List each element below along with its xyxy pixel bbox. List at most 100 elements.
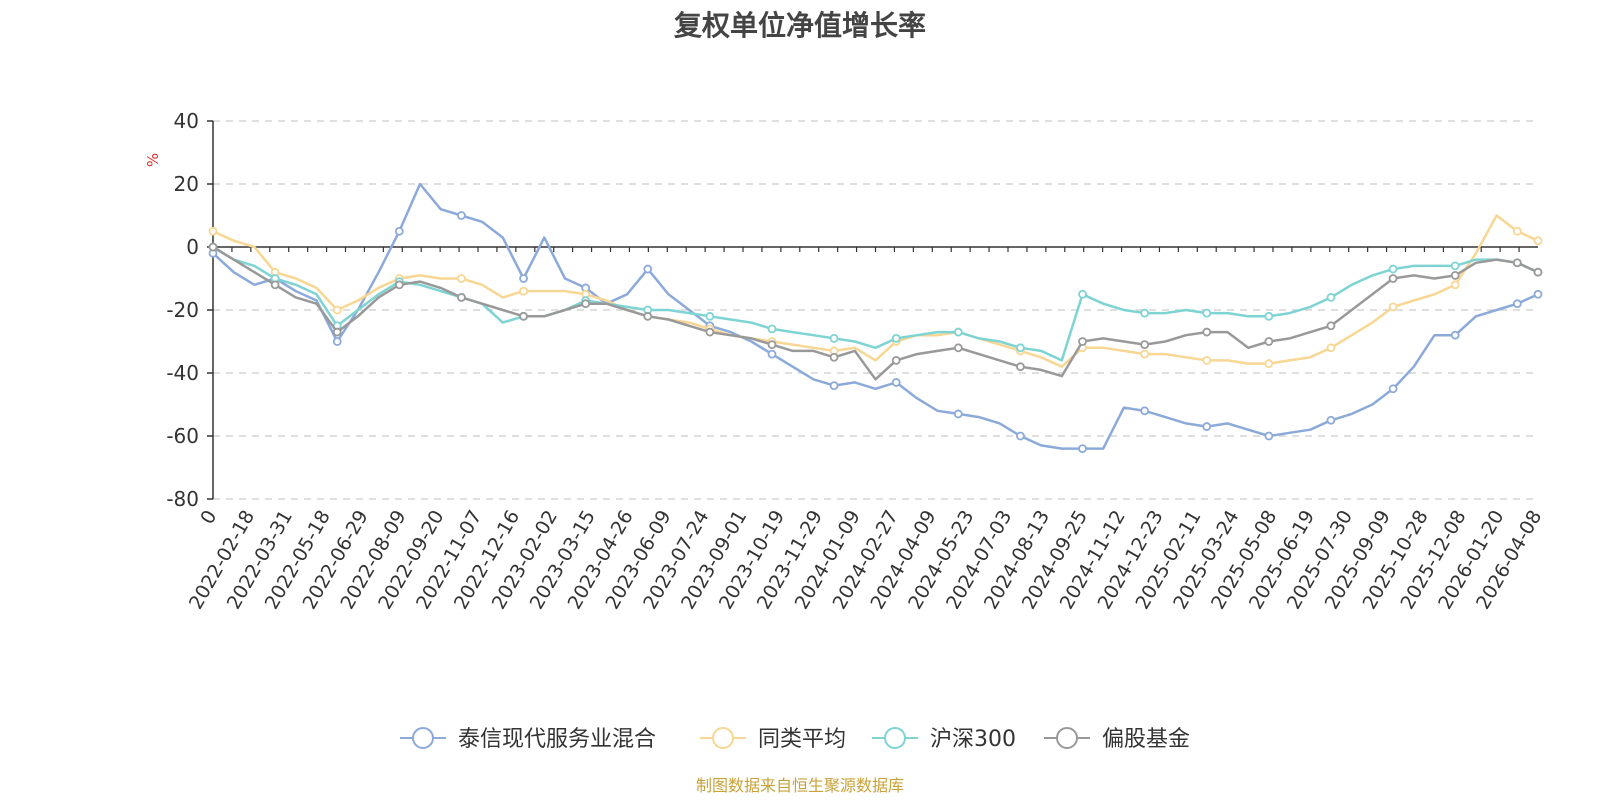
series-lines — [208, 182, 1543, 454]
legend-item-2[interactable]: 沪深300 — [872, 727, 1016, 752]
series-point-2 — [1078, 289, 1087, 299]
legend-marker — [884, 727, 906, 749]
series-point-0 — [1533, 289, 1543, 299]
y-tick-label: -20 — [166, 298, 199, 322]
series-point-3 — [643, 311, 653, 321]
series-point-1 — [1264, 359, 1274, 368]
series-point-0 — [519, 274, 528, 283]
series-point-0 — [1512, 299, 1522, 309]
series-point-0 — [767, 349, 777, 359]
series-point-2 — [829, 333, 839, 343]
series-point-3 — [705, 327, 715, 337]
source-note: 制图数据来自恒生聚源数据库 — [696, 776, 904, 795]
x-tick-label: 0 — [196, 507, 221, 528]
series-point-1 — [1140, 349, 1150, 359]
series-point-2 — [1388, 264, 1398, 274]
series-point-1 — [1450, 280, 1460, 290]
y-tick-label: 40 — [174, 109, 199, 133]
series-point-3 — [767, 340, 777, 350]
y-tick-label: 20 — [174, 172, 199, 196]
series-point-0 — [394, 226, 404, 236]
legend-item-1[interactable]: 同类平均 — [700, 727, 846, 752]
series-point-3 — [1512, 258, 1522, 268]
legend: 泰信现代服务业混合 同类平均 沪深300 偏股基金 — [400, 727, 1190, 752]
series-point-0 — [332, 337, 342, 346]
series-point-1 — [1326, 343, 1336, 353]
series-point-2 — [1264, 311, 1274, 321]
legend-item-3[interactable]: 偏股基金 — [1044, 727, 1190, 752]
series-point-0 — [1450, 330, 1460, 340]
series-point-3 — [1016, 362, 1025, 372]
y-tick-label: -40 — [166, 361, 199, 385]
series-point-3 — [457, 292, 466, 302]
series-point-3 — [829, 352, 839, 362]
series-point-3 — [1326, 321, 1336, 331]
series-point-3 — [953, 343, 963, 353]
legend-label: 同类平均 — [758, 727, 846, 752]
y-tick-label: 0 — [186, 235, 199, 259]
series-point-3 — [208, 242, 218, 252]
series-point-0 — [643, 264, 653, 274]
series-point-3 — [270, 280, 280, 290]
series-point-1 — [1533, 236, 1543, 246]
series-point-1 — [332, 305, 342, 315]
series-point-2 — [891, 333, 901, 343]
legend-marker — [712, 727, 734, 749]
series-point-1 — [1202, 355, 1212, 365]
series-point-1 — [519, 286, 528, 296]
grid-lines — [213, 120, 1538, 500]
series-point-0 — [953, 409, 963, 419]
series-point-2 — [953, 327, 963, 337]
series-point-0 — [1264, 431, 1274, 441]
series-point-0 — [829, 381, 839, 391]
series-point-2 — [1326, 292, 1336, 302]
series-point-0 — [1140, 406, 1150, 416]
legend-item-0[interactable]: 泰信现代服务业混合 — [400, 727, 656, 752]
series-point-3 — [891, 355, 901, 365]
series-point-0 — [1388, 384, 1398, 394]
series-point-3 — [1202, 327, 1212, 337]
series-point-0 — [1078, 444, 1087, 454]
series-point-1 — [208, 226, 218, 236]
series-point-2 — [1140, 308, 1150, 318]
legend-label: 偏股基金 — [1102, 727, 1190, 752]
series-point-1 — [1388, 302, 1398, 312]
series-point-3 — [1140, 340, 1150, 350]
y-axis: 40 20 0 -20 -40 -60 -80 — [166, 109, 214, 511]
series-point-3 — [1078, 337, 1087, 346]
series-point-2 — [1450, 261, 1460, 271]
legend-marker — [412, 727, 434, 749]
series-point-0 — [1326, 415, 1336, 425]
series-point-3 — [394, 280, 404, 290]
legend-label: 泰信现代服务业混合 — [458, 727, 656, 752]
y-axis-unit: % — [144, 153, 162, 167]
series-line-2 — [212, 245, 1539, 362]
series-point-2 — [1016, 343, 1025, 353]
legend-marker — [1056, 727, 1078, 749]
series-point-3 — [519, 311, 528, 321]
series-point-0 — [891, 378, 901, 387]
series-point-2 — [1202, 308, 1212, 318]
series-point-3 — [581, 299, 591, 309]
series-point-0 — [1016, 431, 1025, 441]
series-line-1 — [212, 214, 1539, 368]
chart-title: 复权单位净值增长率 — [674, 9, 926, 42]
x-axis: 02022-02-182022-03-312022-05-182022-06-2… — [185, 246, 1546, 613]
series-point-1 — [1512, 226, 1522, 236]
series-point-3 — [1450, 270, 1460, 280]
legend-label: 沪深300 — [930, 727, 1016, 752]
y-tick-label: -80 — [166, 487, 199, 511]
series-point-2 — [705, 311, 715, 321]
series-line-0 — [212, 182, 1539, 450]
series-point-3 — [1388, 274, 1398, 283]
y-tick-label: -60 — [166, 424, 199, 448]
series-point-0 — [457, 211, 466, 220]
series-point-3 — [1264, 337, 1274, 346]
series-line-3 — [212, 245, 1539, 381]
series-point-3 — [1533, 267, 1543, 277]
series-point-3 — [332, 327, 342, 337]
series-point-1 — [457, 274, 466, 283]
series-point-2 — [767, 324, 777, 334]
series-point-0 — [1202, 422, 1212, 431]
